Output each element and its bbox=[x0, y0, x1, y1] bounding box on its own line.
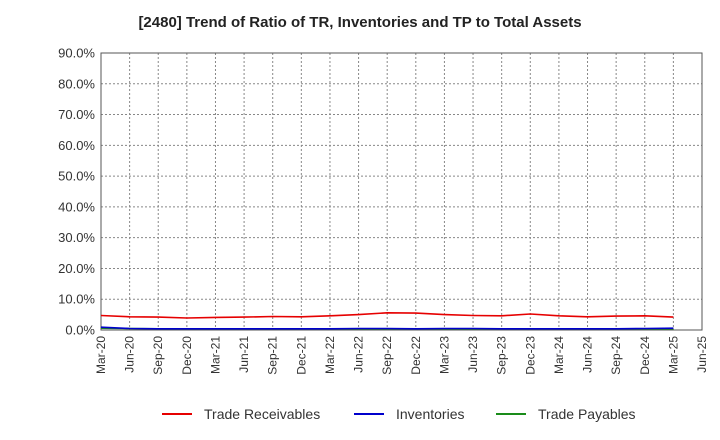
x-tick-label: Sep-23 bbox=[495, 336, 509, 375]
series-lines bbox=[100, 311, 674, 330]
x-tick-label: Sep-21 bbox=[266, 336, 280, 375]
y-tick-label: 50.0% bbox=[58, 169, 95, 184]
series-line-inventories bbox=[100, 326, 674, 330]
x-tick-label: Mar-22 bbox=[323, 336, 337, 374]
x-tick-label: Mar-20 bbox=[94, 336, 108, 374]
x-tick-label: Jun-22 bbox=[352, 336, 366, 373]
x-tick-label: Jun-25 bbox=[695, 336, 709, 373]
x-tick-label: Sep-20 bbox=[151, 336, 165, 375]
x-tick-label: Dec-22 bbox=[409, 336, 423, 375]
x-tick-label: Mar-24 bbox=[552, 336, 566, 374]
legend-label: Trade Payables bbox=[538, 406, 636, 422]
y-tick-label: 0.0% bbox=[65, 323, 95, 338]
x-tick-label: Jun-23 bbox=[466, 336, 480, 373]
x-tick-label: Jun-24 bbox=[581, 336, 595, 373]
legend-label: Trade Receivables bbox=[204, 406, 320, 422]
y-tick-label: 40.0% bbox=[58, 199, 95, 214]
x-tick-label: Jun-20 bbox=[123, 336, 137, 373]
x-tick-label: Mar-25 bbox=[666, 336, 680, 374]
y-axis: 0.0% 10.0% 20.0% 30.0% 40.0% 50.0% 60.0% 70.0% 8… bbox=[58, 46, 95, 338]
chart-title: [2480] Trend of Ratio of TR, Inventories… bbox=[138, 14, 582, 31]
series-line-trade-receivables bbox=[100, 311, 674, 319]
x-axis: Mar-20 Jun-20 Sep-20 Dec-20 Mar-21 Jun-21 Sep-… bbox=[94, 336, 709, 375]
x-tick-label: Sep-24 bbox=[609, 336, 623, 375]
plot-area bbox=[100, 52, 703, 331]
y-tick-label: 70.0% bbox=[58, 107, 95, 122]
x-tick-label: Dec-23 bbox=[523, 336, 537, 375]
legend: Trade Receivables Inventories Trade Payabl… bbox=[162, 406, 636, 422]
grid-lines bbox=[101, 53, 702, 330]
y-tick-label: 80.0% bbox=[58, 76, 95, 91]
x-tick-label: Dec-21 bbox=[294, 336, 308, 375]
y-tick-label: 30.0% bbox=[58, 230, 95, 245]
x-tick-label: Dec-20 bbox=[180, 336, 194, 375]
x-tick-label: Sep-22 bbox=[380, 336, 394, 375]
legend-label: Inventories bbox=[396, 406, 464, 422]
y-tick-label: 90.0% bbox=[58, 46, 95, 61]
y-tick-label: 20.0% bbox=[58, 261, 95, 276]
y-tick-label: 60.0% bbox=[58, 138, 95, 153]
x-tick-label: Dec-24 bbox=[638, 336, 652, 375]
x-tick-label: Jun-21 bbox=[237, 336, 251, 373]
x-tick-label: Mar-21 bbox=[208, 336, 222, 374]
x-tick-label: Mar-23 bbox=[437, 336, 451, 374]
y-tick-label: 10.0% bbox=[58, 292, 95, 307]
